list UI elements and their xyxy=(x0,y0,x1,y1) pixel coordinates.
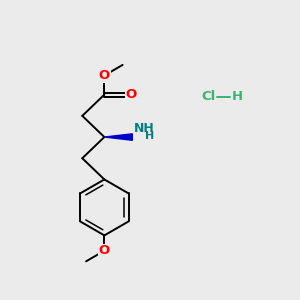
Text: O: O xyxy=(125,88,137,101)
Polygon shape xyxy=(104,134,132,140)
Text: O: O xyxy=(99,244,110,257)
Text: NH: NH xyxy=(134,122,155,135)
Text: O: O xyxy=(99,69,110,82)
Text: Cl: Cl xyxy=(202,91,216,103)
Text: H: H xyxy=(145,131,154,141)
Text: H: H xyxy=(231,91,242,103)
